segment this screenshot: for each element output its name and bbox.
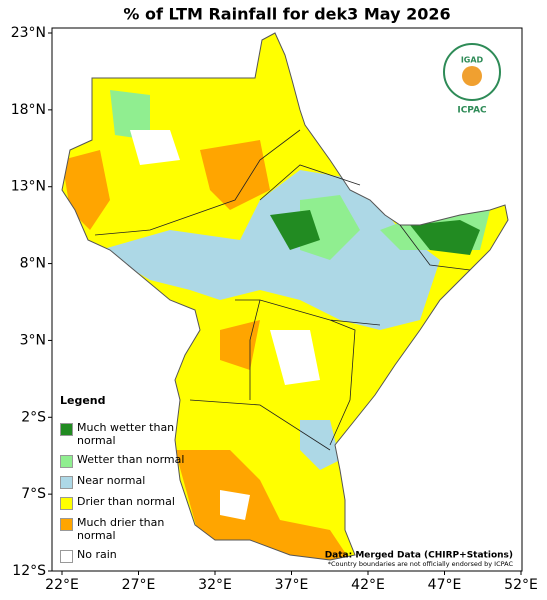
data-source: Data: Merged Data (CHIRP+Stations)	[325, 551, 513, 561]
rainfall-class-area	[220, 490, 250, 520]
rainfall-class-area	[110, 90, 150, 140]
region-outline	[61, 32, 509, 561]
legend-label: Near normal	[77, 474, 146, 487]
legend: Legend Much wetter than normal Wetter tha…	[60, 394, 190, 569]
legend-swatch	[60, 423, 73, 436]
lat-label: 23°N	[11, 25, 46, 41]
legend-title: Legend	[60, 394, 106, 407]
rainfall-class-area	[100, 170, 440, 330]
lat-label: 18°N	[11, 102, 46, 118]
rainfall-class-area	[300, 420, 340, 470]
legend-swatch	[60, 550, 73, 563]
legend-item: Near normal	[60, 474, 190, 489]
legend-swatch	[60, 497, 73, 510]
legend-swatch	[60, 455, 73, 468]
legend-item: Drier than normal	[60, 495, 190, 510]
logo-org: ICPAC	[457, 106, 487, 116]
legend-item: No rain	[60, 548, 190, 563]
lat-label: 2°S	[21, 409, 46, 425]
lon-label: 42°E	[351, 577, 385, 593]
lon-label: 32°E	[198, 577, 232, 593]
lon-label: 37°E	[275, 577, 309, 593]
lon-label: 27°E	[122, 577, 156, 593]
rainfall-class-area	[300, 195, 360, 260]
lat-label: 8°N	[20, 256, 46, 272]
rainfall-class-area	[270, 210, 320, 250]
legend-label: Much drier than normal	[77, 516, 165, 542]
logo-name: IGAD	[461, 56, 484, 65]
legend-swatch	[60, 476, 73, 489]
boundary-note: *Country boundaries are not officially e…	[328, 560, 514, 568]
lat-label: 13°N	[11, 179, 46, 195]
legend-label: No rain	[77, 548, 117, 561]
legend-item: Wetter than normal	[60, 453, 190, 468]
lat-label: 7°S	[21, 486, 46, 502]
country-borders	[94, 129, 471, 451]
lon-label: 22°E	[45, 577, 79, 593]
rainfall-class-area	[410, 220, 480, 255]
legend-label: Drier than normal	[77, 495, 175, 508]
rainfall-class-area	[200, 140, 270, 210]
rainfall-class-area	[130, 130, 180, 165]
legend-swatch	[60, 518, 73, 531]
rainfall-class-area	[270, 330, 320, 385]
axes: 23°N 18°N 13°N 8°N 3°N 2°S 7°S 12°S22°E 27°E 32°E…	[11, 25, 538, 593]
legend-item: Much drier than normal	[60, 516, 190, 542]
logo: IGAD ICPAC	[443, 43, 501, 116]
legend-label: Wetter than normal	[77, 453, 185, 466]
legend-item: Much wetter than normal	[60, 421, 190, 447]
legend-label: Much wetter than normal	[77, 421, 175, 447]
logo-emblem	[462, 66, 482, 86]
lon-label: 52°E	[504, 577, 538, 593]
map-title: % of LTM Rainfall for dek3 May 2026	[123, 5, 450, 24]
lat-label: 12°S	[12, 563, 46, 579]
lon-label: 47°E	[428, 577, 462, 593]
rainfall-class-area	[175, 450, 350, 560]
lat-label: 3°N	[20, 332, 46, 348]
